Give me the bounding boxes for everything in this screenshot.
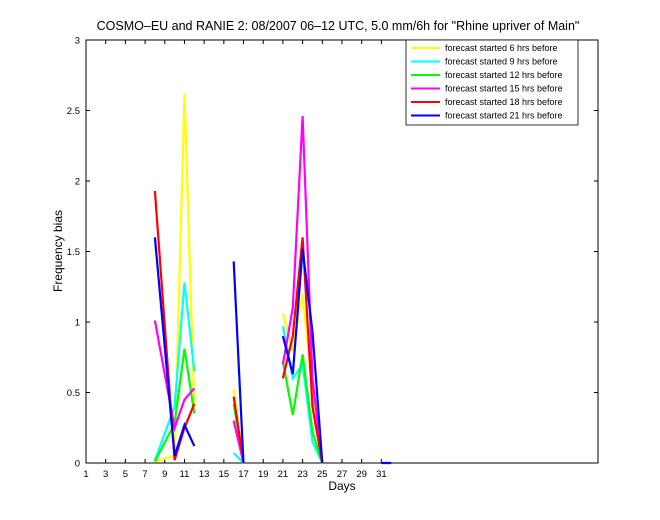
legend-label-5: forecast started 18 hrs before xyxy=(445,97,563,107)
y-tick-label: 0 xyxy=(75,459,80,470)
y-tick-label: 1 xyxy=(75,318,80,329)
legend-label-2: forecast started 9 hrs before xyxy=(445,57,558,67)
x-axis-label: Days xyxy=(328,479,355,493)
x-tick-label: 9 xyxy=(162,469,167,480)
y-tick-label: 2.5 xyxy=(67,106,80,117)
y-tick-label: 1.5 xyxy=(67,247,80,258)
legend-label-3: forecast started 12 hrs before xyxy=(445,70,563,80)
series-lines xyxy=(153,93,392,465)
legend-label-4: forecast started 15 hrs before xyxy=(445,84,563,94)
x-tick-label: 19 xyxy=(258,469,269,480)
x-tick-label: 23 xyxy=(297,469,308,480)
x-tick-label: 3 xyxy=(103,469,108,480)
x-tick-label: 7 xyxy=(142,469,147,480)
x-tick-label: 13 xyxy=(199,469,210,480)
x-tick-label: 11 xyxy=(180,469,190,480)
legend-label-1: forecast started 6 hrs before xyxy=(445,43,558,53)
legend: forecast started 6 hrs before forecast st… xyxy=(405,39,579,126)
x-tick-label: 29 xyxy=(356,469,367,480)
legend-box xyxy=(405,39,579,126)
x-tick-label: 25 xyxy=(317,469,328,480)
x-tick-label: 1 xyxy=(83,469,88,480)
x-tick-label: 17 xyxy=(238,469,249,480)
x-tick-label: 15 xyxy=(219,469,230,480)
y-tick-label: 0.5 xyxy=(67,388,80,399)
x-tick-label: 27 xyxy=(337,469,348,480)
x-tick-label: 21 xyxy=(278,469,289,480)
y-tick-label: 3 xyxy=(75,36,80,47)
legend-label-6: forecast started 21 hrs before xyxy=(445,111,563,121)
chart-title: COSMO–EU and RANIE 2: 08/2007 06–12 UTC,… xyxy=(97,19,580,33)
x-tick-label: 5 xyxy=(123,469,128,480)
x-tick-label: 31 xyxy=(376,469,387,480)
series-line-6 xyxy=(153,237,392,465)
y-axis-label: Frequency bias xyxy=(51,210,65,292)
y-tick-label: 2 xyxy=(75,177,80,188)
